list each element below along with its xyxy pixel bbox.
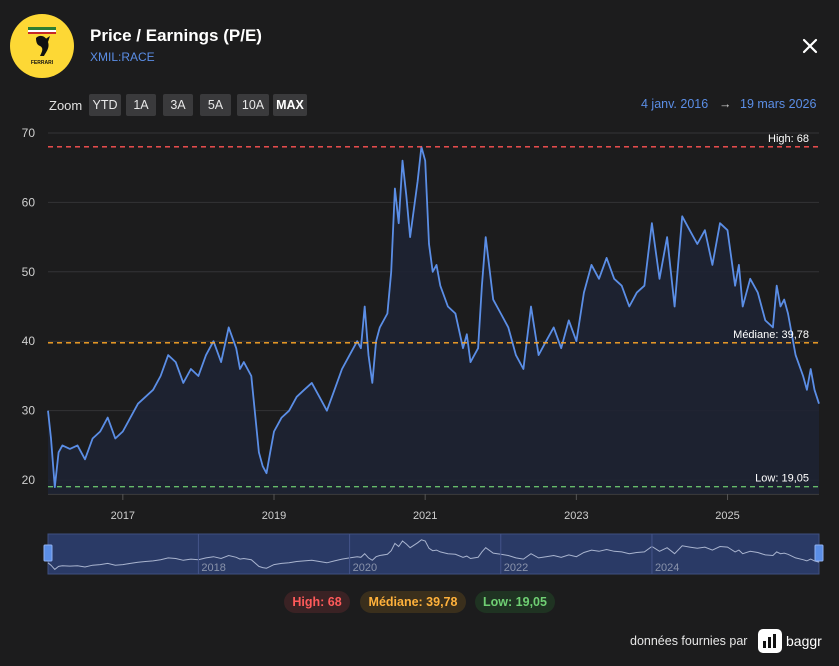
ticker-symbol: XMIL:RACE xyxy=(90,50,155,64)
zoom-1y-button[interactable]: 1A xyxy=(126,94,156,116)
navigator-tick-label: 2018 xyxy=(201,562,225,574)
navigator-tick-label: 2020 xyxy=(353,562,377,574)
zoom-ytd-button[interactable]: YTD xyxy=(89,94,121,116)
data-provider-text: données fournies par xyxy=(630,634,748,648)
y-tick-label: 40 xyxy=(22,334,36,348)
y-tick-label: 60 xyxy=(22,195,36,209)
zoom-label: Zoom xyxy=(49,98,83,113)
range-end-date[interactable]: 19 mars 2026 xyxy=(740,97,817,111)
x-tick-label: 2019 xyxy=(262,510,286,522)
range-arrow: → xyxy=(719,97,732,111)
zoom-10y-button[interactable]: 10A xyxy=(237,94,269,116)
navigator-tick-label: 2022 xyxy=(504,562,528,574)
close-button[interactable] xyxy=(798,34,822,58)
x-tick-label: 2021 xyxy=(413,510,437,522)
company-logo: FERRARI xyxy=(10,14,74,78)
baggr-logo-icon[interactable] xyxy=(758,629,782,653)
x-tick-label: 2023 xyxy=(564,510,588,522)
annotation-label: High: 68 xyxy=(768,133,809,145)
y-tick-label: 30 xyxy=(22,404,36,418)
navigator-tick-label: 2024 xyxy=(655,562,679,574)
x-tick-label: 2025 xyxy=(715,510,739,522)
series-area xyxy=(48,146,819,495)
brand-name[interactable]: baggr xyxy=(786,633,822,649)
pe-chart: 20 30 40 50 60 70 2017 2019 2021 2023 2025 High: 68… xyxy=(22,126,824,575)
legend-median: Médiane: 39,78 xyxy=(360,591,466,613)
navigator-series xyxy=(47,539,820,571)
navigator-window xyxy=(47,533,820,575)
zoom-max-button[interactable]: MAX xyxy=(273,94,307,116)
navigator-left-handle[interactable] xyxy=(43,544,53,562)
y-tick-label: 20 xyxy=(22,473,36,487)
zoom-5y-button[interactable]: 5A xyxy=(200,94,231,116)
legend-high: High: 68 xyxy=(284,591,350,613)
series-line xyxy=(47,145,820,488)
annotation-label: Médiane: 39,78 xyxy=(733,329,809,341)
page-title: Price / Earnings (P/E) xyxy=(90,26,262,45)
annotation-label: Low: 19,05 xyxy=(755,473,809,485)
navigator-right-handle[interactable] xyxy=(814,544,824,562)
y-tick-label: 70 xyxy=(22,126,36,140)
close-icon xyxy=(802,38,818,54)
y-tick-label: 50 xyxy=(22,265,36,279)
range-start-date[interactable]: 4 janv. 2016 xyxy=(641,97,709,111)
logo-text: FERRARI xyxy=(30,60,54,66)
legend-low: Low: 19,05 xyxy=(475,591,555,613)
zoom-3y-button[interactable]: 3A xyxy=(163,94,193,116)
x-tick-label: 2017 xyxy=(111,510,135,522)
